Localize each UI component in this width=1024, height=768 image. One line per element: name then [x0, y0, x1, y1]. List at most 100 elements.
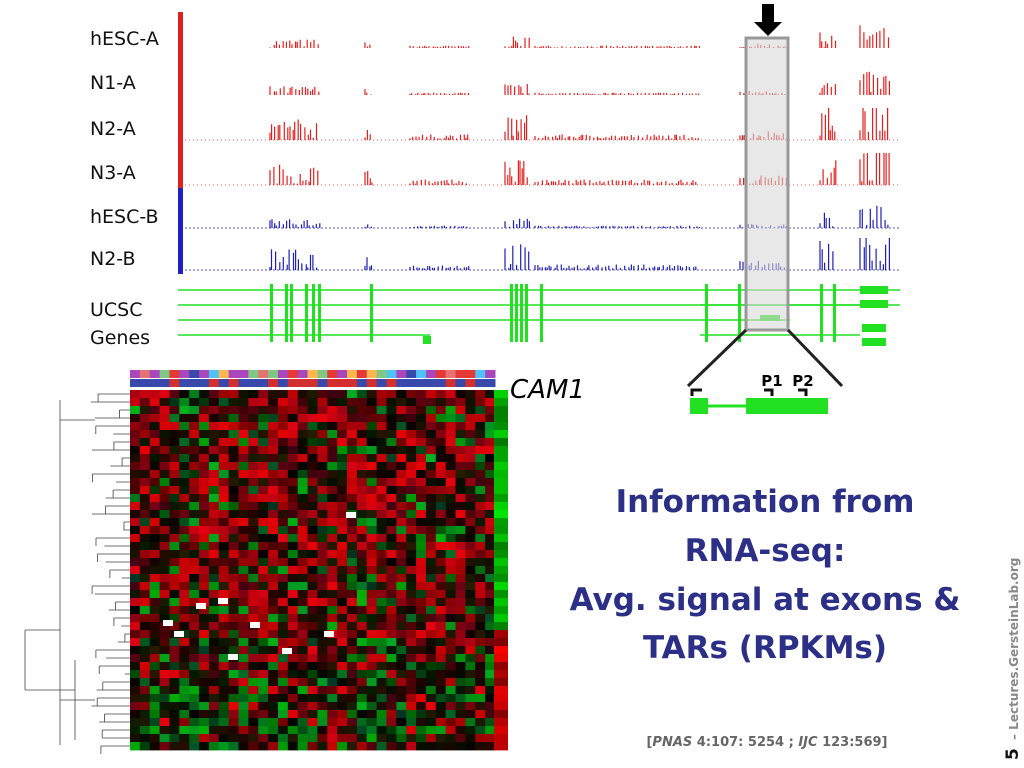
- page-number: 5: [1003, 748, 1023, 760]
- cam1-cell: [494, 678, 508, 687]
- heat-cell: [445, 702, 456, 711]
- heat-cell: [189, 526, 200, 535]
- heat-cell: [199, 678, 210, 687]
- color-bar: [169, 370, 180, 378]
- blank-cell: [346, 512, 356, 518]
- heat-cell: [228, 598, 239, 607]
- heat-cell: [228, 734, 239, 743]
- heat-cell: [416, 614, 427, 623]
- heat-cell: [327, 686, 338, 695]
- heat-cell: [317, 566, 328, 575]
- heat-cell: [238, 422, 249, 431]
- heat-cell: [287, 686, 299, 695]
- heat-cell: [149, 526, 160, 535]
- heat-cell: [199, 670, 210, 679]
- heat-cell: [347, 662, 358, 671]
- heat-cell: [396, 422, 407, 431]
- heat-cell: [347, 702, 358, 711]
- heat-cell: [248, 670, 259, 679]
- heat-cell: [465, 478, 476, 487]
- heat-cell: [317, 502, 328, 511]
- heat-cell: [179, 598, 190, 607]
- heat-cell: [208, 454, 220, 463]
- heat-cell: [179, 470, 190, 479]
- heat-cell: [435, 670, 447, 679]
- heat-cell: [386, 678, 397, 687]
- heat-cell: [337, 662, 348, 671]
- heat-cell: [159, 646, 170, 655]
- heat-cell: [435, 694, 447, 703]
- heat-cell: [277, 510, 289, 519]
- arrow: [754, 4, 782, 36]
- heat-cell: [317, 550, 328, 559]
- heat-cell: [258, 734, 269, 743]
- heat-cell: [396, 454, 407, 463]
- heat-cell: [347, 670, 358, 679]
- heat-cell: [159, 470, 170, 479]
- color-bar: [416, 370, 427, 378]
- color-bar: [179, 379, 190, 387]
- heat-cell: [169, 502, 180, 511]
- heat-cell: [435, 742, 447, 751]
- heat-cell: [287, 590, 299, 599]
- heat-cell: [208, 478, 220, 487]
- heat-cell: [149, 646, 160, 655]
- color-bar: [425, 379, 437, 387]
- cam1-cell: [494, 710, 508, 719]
- heat-cell: [268, 734, 279, 743]
- heat-cell: [327, 718, 338, 727]
- heat-cell: [327, 574, 338, 583]
- heat-cell: [287, 742, 299, 751]
- heat-cell: [396, 478, 407, 487]
- heat-cell: [218, 390, 230, 399]
- color-bar: [435, 370, 447, 378]
- heat-cell: [149, 566, 160, 575]
- heat-cell: [258, 582, 269, 591]
- heat-cell: [386, 566, 397, 575]
- heat-cell: [199, 526, 210, 535]
- heat-cell: [327, 430, 338, 439]
- heat-cell: [307, 422, 318, 431]
- heat-cell: [189, 614, 200, 623]
- heat-cell: [406, 438, 417, 447]
- text-line: RNA-seq:: [685, 533, 846, 569]
- heat-cell: [475, 542, 486, 551]
- heat-cell: [455, 510, 466, 519]
- heat-cell: [169, 406, 180, 415]
- heat-cell: [465, 510, 476, 519]
- heat-cell: [287, 462, 299, 471]
- heat-cell: [238, 494, 249, 503]
- heat-cell: [130, 422, 141, 431]
- heat-cell: [287, 702, 299, 711]
- heat-cell: [425, 550, 437, 559]
- heat-cell: [139, 582, 151, 591]
- blank-cell: [250, 622, 260, 628]
- heat-cell: [287, 710, 299, 719]
- heat-cell: [248, 510, 259, 519]
- heat-cell: [149, 710, 160, 719]
- heat-cell: [238, 742, 249, 751]
- heat-cell: [159, 694, 170, 703]
- cam1-cell: [494, 734, 508, 743]
- heat-cell: [317, 590, 328, 599]
- heat-cell: [297, 630, 308, 639]
- heat-cell: [208, 438, 220, 447]
- heat-cell: [130, 406, 141, 415]
- heat-cell: [297, 454, 308, 463]
- heat-cell: [287, 726, 299, 735]
- heat-cell: [406, 470, 417, 479]
- heat-cell: [347, 534, 358, 543]
- heat-cell: [297, 390, 308, 399]
- heat-cell: [465, 446, 476, 455]
- heat-cell: [287, 678, 299, 687]
- heat-cell: [356, 726, 368, 735]
- heat-cell: [425, 638, 437, 647]
- heat-cell: [465, 726, 476, 735]
- heat-cell: [287, 510, 299, 519]
- heat-cell: [307, 390, 318, 399]
- heat-cell: [130, 646, 141, 655]
- heat-cell: [130, 590, 141, 599]
- color-bar: [268, 379, 279, 387]
- heat-cell: [347, 422, 358, 431]
- heat-cell: [199, 462, 210, 471]
